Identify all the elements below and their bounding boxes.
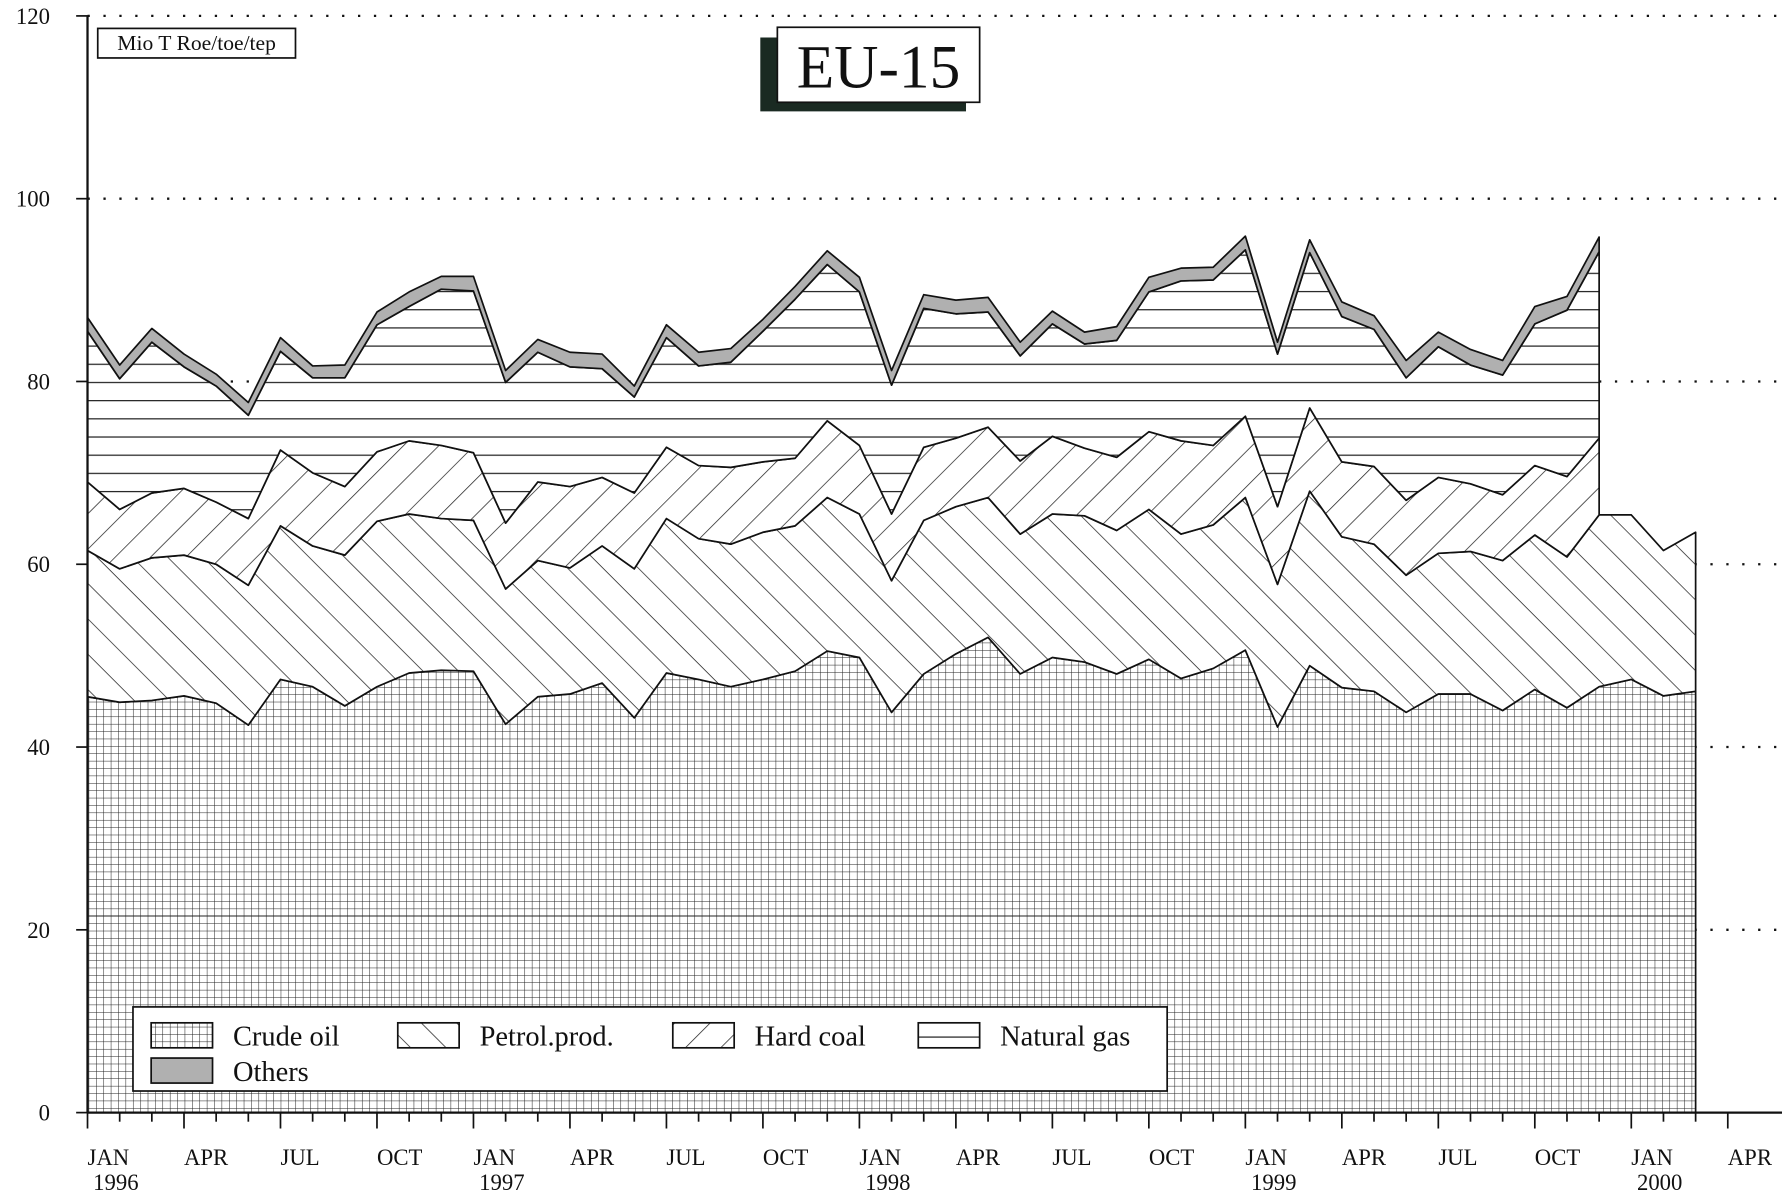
x-tick-label: OCT xyxy=(1149,1145,1195,1170)
annotation: Mio T Roe/toe/tep xyxy=(117,31,276,55)
y-tick-label: 20 xyxy=(27,918,50,943)
legend-swatch xyxy=(150,1057,214,1084)
x-tick-label: JUL xyxy=(1052,1145,1091,1170)
x-tick-label: JAN 2000 xyxy=(1631,1145,1682,1195)
x-tick-label: JUL xyxy=(1438,1145,1477,1170)
legend-label: Others xyxy=(233,1057,309,1088)
y-tick-label: 60 xyxy=(27,552,50,577)
legend-label: Petrol.prod. xyxy=(480,1022,614,1053)
y-tick-label: 100 xyxy=(16,187,50,212)
axes: 0 20 40 60 80 100 120 JAN 1996 APR JUL OCT JAN 1997… xyxy=(16,4,1782,1195)
x-tick-label: JAN 1999 xyxy=(1245,1145,1296,1195)
y-tick-label: 40 xyxy=(27,735,50,760)
chart-title: EU-15 xyxy=(797,34,961,102)
title-box xyxy=(776,26,981,104)
x-tick-label: OCT xyxy=(1535,1145,1581,1170)
x-tick-label: JUL xyxy=(280,1145,319,1170)
legend-swatch xyxy=(917,1021,981,1049)
x-tick-label: JAN 1998 xyxy=(859,1145,910,1195)
legend-box xyxy=(132,1006,1169,1092)
x-tick-label: APR xyxy=(184,1145,229,1170)
legend: Crude oil Petrol.prod. Hard coal Natural ga… xyxy=(150,1021,1130,1088)
legend-swatch xyxy=(671,1021,736,1049)
x-tick-label: JUL xyxy=(666,1145,705,1170)
x-tick-label: APR xyxy=(956,1145,1001,1170)
y-tick-label: 0 xyxy=(39,1101,50,1126)
y-tick-label: 80 xyxy=(27,369,50,394)
x-tick-label: JAN 1997 xyxy=(473,1145,524,1195)
x-tick-label: OCT xyxy=(763,1145,809,1170)
legend-swatch xyxy=(396,1021,460,1049)
x-tick-label: OCT xyxy=(377,1145,423,1170)
x-tick-label: APR xyxy=(1728,1145,1773,1170)
legend-label: Hard coal xyxy=(755,1022,866,1053)
x-tick-label: JAN 1996 xyxy=(88,1145,139,1195)
y-tick-label: 120 xyxy=(16,4,50,29)
areas xyxy=(86,235,1697,1114)
annotation-box xyxy=(96,27,297,59)
legend-label: Natural gas xyxy=(1000,1022,1130,1053)
x-tick-label: APR xyxy=(1342,1145,1387,1170)
legend-label: Crude oil xyxy=(233,1022,340,1053)
area xyxy=(86,235,1600,417)
x-tick-label: APR xyxy=(570,1145,615,1170)
legend-swatch xyxy=(150,1021,214,1049)
